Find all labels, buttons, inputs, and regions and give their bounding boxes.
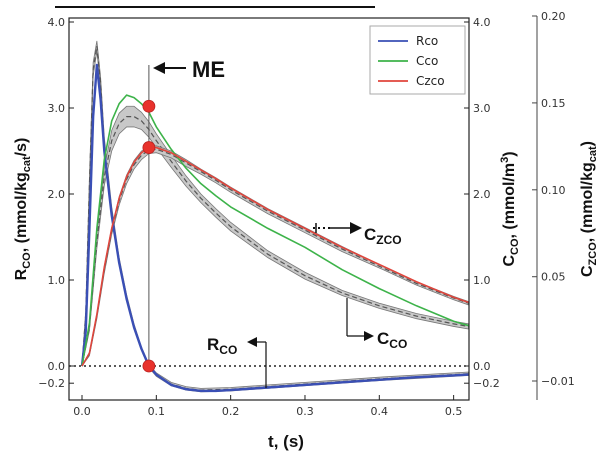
x-tick-label-2: 0.2 (222, 405, 240, 418)
right-axis-label-main: C (579, 265, 596, 277)
rco-label: RCO (207, 335, 237, 357)
me-label: ME (192, 57, 225, 82)
middle-tick-label-4: 0.0 (473, 360, 491, 373)
left-axis-label-sub: CO (21, 252, 33, 269)
left-tick-label-4: 0.0 (48, 360, 66, 373)
left-tick-label-3: 1.0 (48, 274, 66, 287)
x-axis-label: t, (s) (268, 432, 304, 451)
right-axis-ticks: 0.20 0.15 0.10 0.05 −0.01 (532, 10, 575, 388)
me-arrow-head (153, 62, 165, 74)
czco-label: CZCO (364, 225, 402, 247)
me-marker-1 (142, 141, 156, 154)
middle-tick-label-2: 2.0 (473, 188, 491, 201)
x-tick-label-4: 0.4 (371, 405, 389, 418)
left-axis-label-rest: , (mmol/kg (13, 172, 30, 252)
header-underline (55, 6, 375, 8)
left-tick-label-2: 2.0 (48, 188, 66, 201)
legend-label-cco: Cco (416, 54, 438, 68)
x-axis-ticks: 0.0 0.1 0.2 0.3 0.4 0.5 (73, 395, 462, 418)
model-band-center-0 (81, 45, 469, 391)
x-tick-label-5: 0.5 (445, 405, 463, 418)
me-marker-2 (142, 359, 156, 373)
left-tick-label-5: −0.2 (38, 377, 65, 390)
middle-tick-label-3: 1.0 (473, 274, 491, 287)
series-line-cco (81, 94, 469, 367)
rco-arrow-head (247, 337, 257, 347)
czco-annotation: CZCO (313, 222, 402, 247)
legend-items: Rco Cco Czco (378, 34, 445, 88)
middle-axis-label-rest: , (mmol/m (501, 163, 518, 239)
me-annotation: ME (153, 57, 225, 82)
right-tick-label-3: 0.05 (541, 271, 566, 284)
middle-axis-label-main: C (501, 255, 518, 267)
right-tick-label-0: 0.20 (541, 10, 566, 23)
cco-annotation: CCO (346, 298, 407, 351)
right-axis-label-rest: , (mmol/kg (579, 162, 596, 242)
rco-label-main: R (207, 335, 219, 354)
right-tick-label-4: −0.01 (541, 375, 575, 388)
model-band-center-1 (81, 115, 469, 367)
czco-label-sub: ZCO (376, 233, 401, 247)
cco-label-main: C (377, 329, 389, 348)
middle-tick-label-0: 4.0 (473, 16, 491, 29)
middle-tick-label-1: 3.0 (473, 102, 491, 115)
left-axis-label-sub2: cat (21, 156, 33, 172)
right-axis-label: CZCO, (mmol/kgcat) (579, 141, 599, 277)
right-axis-label-sub2: cat (587, 146, 599, 162)
middle-axis-label-sub: CO (509, 238, 521, 255)
right-tick-label-1: 0.15 (541, 97, 566, 110)
rco-annotation: RCO (207, 335, 267, 388)
right-axis-label-sub: ZCO (587, 242, 599, 266)
left-axis-label-main: R (13, 268, 30, 280)
rco-label-sub: CO (219, 343, 237, 357)
cco-label-sub: CO (389, 337, 407, 351)
x-tick-label-0: 0.0 (73, 405, 91, 418)
middle-axis-label-sup: 3 (499, 157, 511, 163)
me-marker-0 (142, 99, 156, 113)
middle-axis-ticks: 4.0 3.0 2.0 1.0 0.0 −0.2 (464, 16, 500, 390)
middle-axis-label-end: ) (501, 151, 518, 156)
right-tick-label-2: 0.10 (541, 184, 566, 197)
model-band-1 (81, 105, 469, 367)
x-tick-label-1: 0.1 (148, 405, 166, 418)
plot-frame (68, 17, 470, 401)
left-axis-label: RCO, (mmol/kgcat/s) (13, 138, 33, 281)
left-axis-label-end: /s) (13, 138, 30, 157)
me-markers (142, 99, 156, 373)
x-tick-label-3: 0.3 (296, 405, 314, 418)
left-axis-ticks: 4.0 3.0 2.0 1.0 0.0 −0.2 (38, 16, 74, 390)
legend-label-czco: Czco (416, 74, 445, 88)
legend-box (369, 25, 466, 95)
legend: Rco Cco Czco (369, 25, 466, 95)
czco-label-main: C (364, 225, 376, 244)
middle-tick-label-5: −0.2 (473, 377, 500, 390)
left-tick-label-1: 3.0 (48, 102, 66, 115)
series-line-czco (81, 146, 469, 367)
right-axis-label-end: ) (579, 141, 596, 146)
cco-arrow-head (364, 331, 374, 341)
middle-axis-label: CCO, (mmol/m3) (499, 151, 521, 266)
cco-label: CCO (377, 329, 407, 351)
czco-arrow-head (350, 222, 362, 234)
legend-label-rco: Rco (416, 34, 438, 48)
left-tick-label-0: 4.0 (48, 16, 66, 29)
